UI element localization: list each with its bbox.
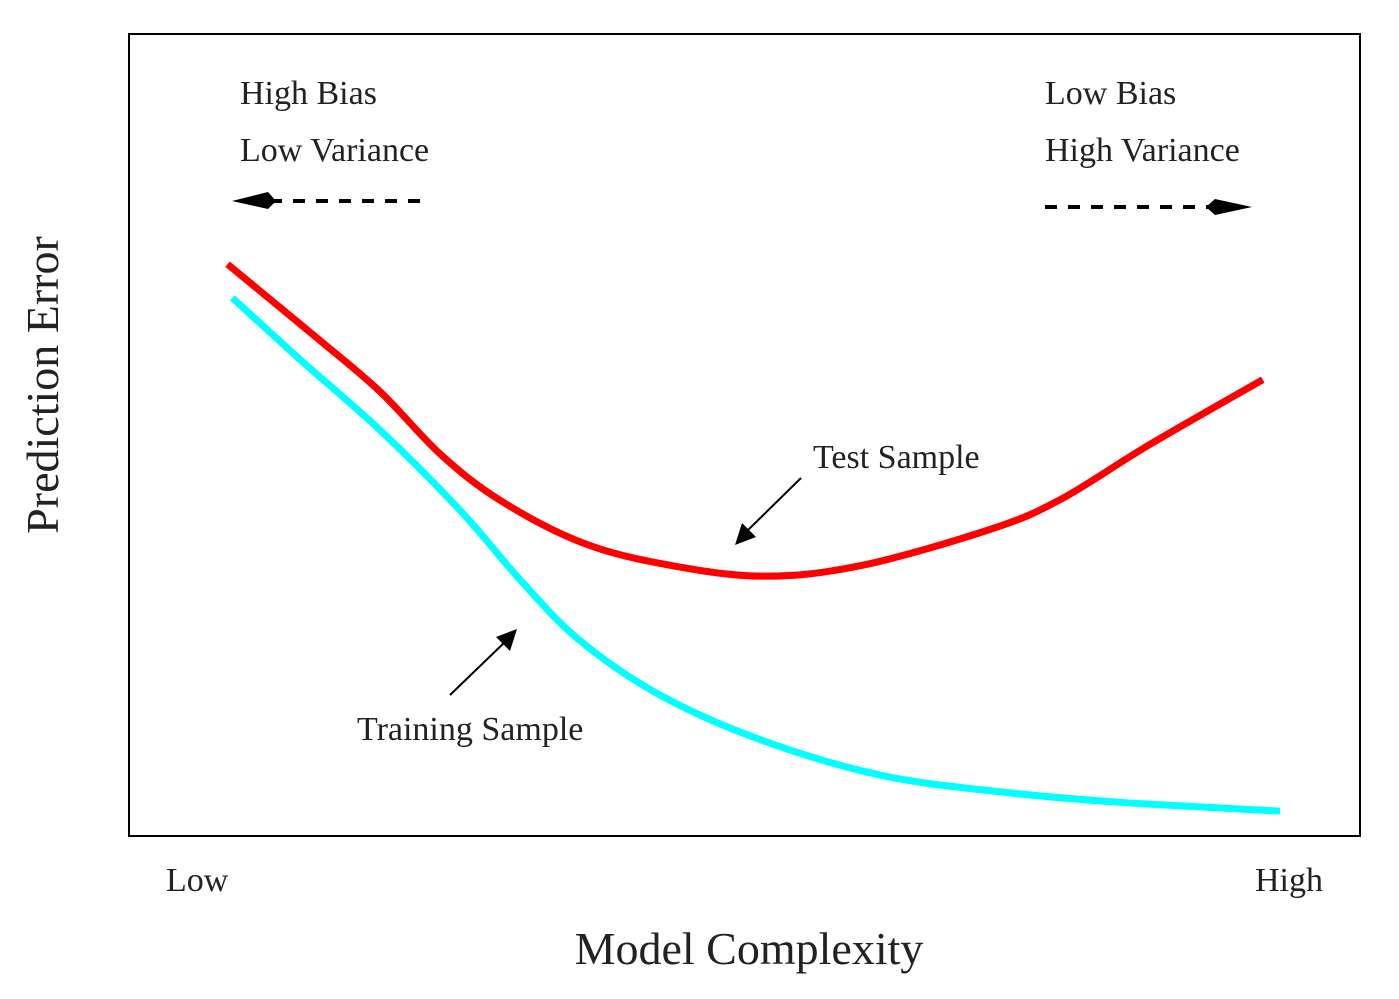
left-annotation-line2: Low Variance xyxy=(240,132,429,169)
x-axis-label: Model Complexity xyxy=(575,923,924,974)
right-annotation-line2: High Variance xyxy=(1045,132,1240,169)
training-sample-curve xyxy=(230,295,1281,815)
right-dashed-arrow xyxy=(1045,199,1252,215)
test-sample-curve xyxy=(225,261,1265,580)
training-sample-pointer-arrow xyxy=(449,629,517,696)
left-annotation-line1: High Bias xyxy=(240,75,377,112)
x-tick-high: High xyxy=(1255,862,1323,899)
test-sample-pointer-arrow xyxy=(735,477,802,545)
left-dashed-arrow xyxy=(232,192,428,209)
plot-frame xyxy=(128,33,1361,837)
x-tick-low: Low xyxy=(166,862,229,899)
training-sample-label: Training Sample xyxy=(357,711,583,748)
y-axis-label: Prediction Error xyxy=(17,236,68,534)
right-annotation-line1: Low Bias xyxy=(1045,75,1176,112)
test-sample-label: Test Sample xyxy=(813,439,980,476)
